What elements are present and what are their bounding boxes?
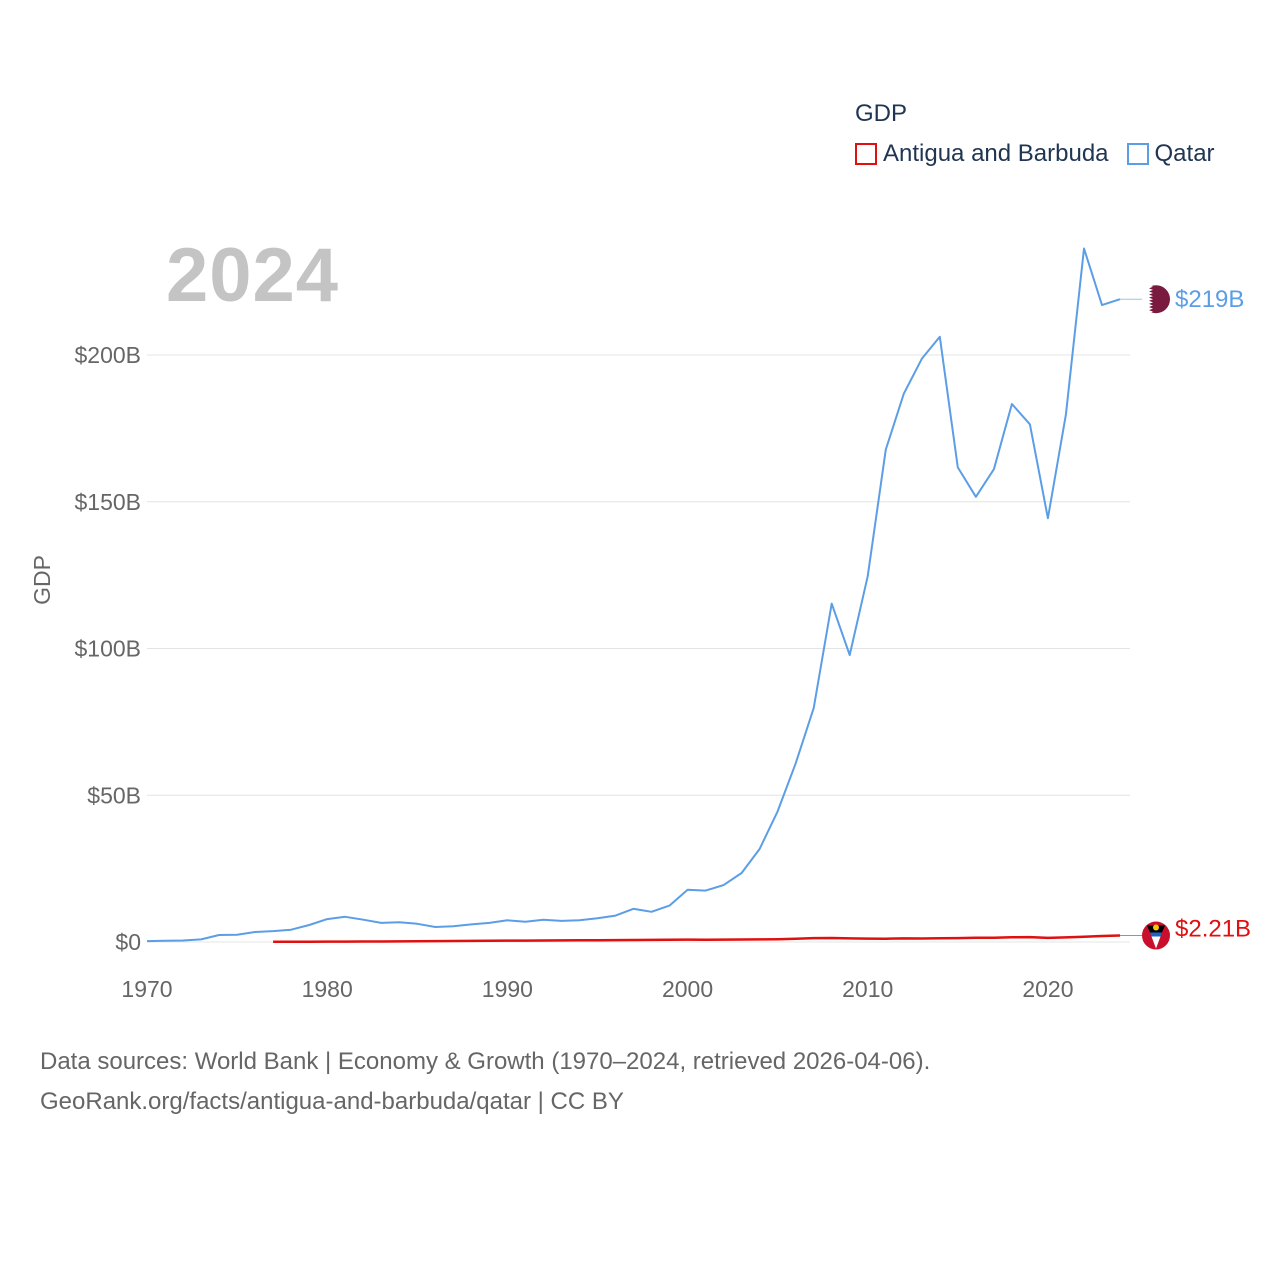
antigua-flag-icon [1142,921,1170,950]
qatar-series-line [146,247,1121,943]
x-tick-label: 2010 [842,976,893,1002]
x-tick-label: 1970 [121,976,172,1002]
y-axis-ticks: $0 $50B $100B $150B $200B [74,342,141,955]
gridlines [147,354,1130,943]
qatar-flag-icon [1142,285,1170,314]
qatar-end-label: $219B [1175,286,1244,313]
x-axis-ticks: 1970 1980 1990 2000 2010 2020 [121,976,1073,1002]
x-tick-label: 2000 [662,976,713,1002]
y-axis-title: GDP [29,555,55,605]
antigua-series-line [273,934,1121,944]
legend-items: Antigua and Barbuda Qatar [855,140,1233,168]
y-tick-label: $200B [74,342,141,368]
y-tick-label: $100B [74,636,141,662]
legend: GDP Antigua and Barbuda Qatar [855,100,1233,168]
legend-swatch-qatar [1126,143,1149,165]
y-tick-label: $0 [115,929,141,955]
legend-item-qatar[interactable]: Qatar [1126,140,1215,168]
legend-label-antigua: Antigua and Barbuda [883,140,1109,167]
x-tick-label: 2020 [1022,976,1073,1002]
series-lines [146,247,1142,944]
y-tick-label: $150B [74,489,141,515]
x-tick-label: 1990 [482,976,533,1002]
x-tick-label: 1980 [302,976,353,1002]
source-note: Data sources: World Bank | Economy & Gro… [40,1042,930,1122]
legend-title: GDP [855,100,908,127]
legend-item-antigua[interactable]: Antigua and Barbuda [855,140,1109,168]
source-line-2: GeoRank.org/facts/antigua-and-barbuda/qa… [40,1088,624,1115]
source-line-1: Data sources: World Bank | Economy & Gro… [40,1048,931,1075]
antigua-end-label: $2.21B [1175,916,1251,943]
year-label: 2024 [166,233,340,318]
legend-swatch-antigua [855,143,877,165]
legend-label-qatar: Qatar [1154,140,1215,167]
end-markers: $219B $2.21B [1142,285,1251,950]
y-tick-label: $50B [87,782,141,808]
